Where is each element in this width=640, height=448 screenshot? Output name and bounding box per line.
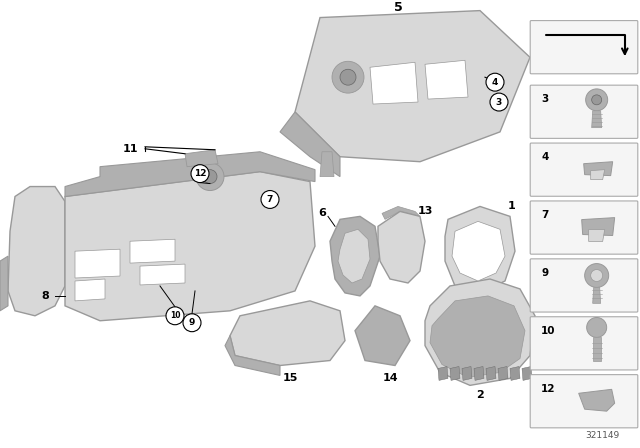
Polygon shape (486, 366, 496, 380)
Text: 3: 3 (496, 98, 502, 107)
Polygon shape (452, 221, 505, 281)
Polygon shape (370, 62, 418, 104)
Polygon shape (382, 207, 420, 220)
FancyBboxPatch shape (530, 21, 638, 74)
Polygon shape (425, 279, 535, 385)
FancyBboxPatch shape (530, 85, 638, 138)
Text: 9: 9 (541, 268, 548, 278)
Text: 4: 4 (541, 152, 548, 162)
Polygon shape (430, 296, 525, 377)
Circle shape (591, 270, 603, 281)
Polygon shape (378, 211, 425, 283)
FancyBboxPatch shape (530, 259, 638, 312)
Polygon shape (582, 218, 614, 236)
Polygon shape (589, 229, 605, 241)
Text: 15: 15 (282, 374, 298, 383)
Polygon shape (140, 264, 185, 285)
Text: 4: 4 (492, 78, 498, 86)
Circle shape (587, 318, 607, 337)
Polygon shape (522, 366, 532, 380)
Text: 321149: 321149 (586, 431, 620, 440)
Text: 10: 10 (170, 311, 180, 320)
Text: 14: 14 (382, 374, 398, 383)
Text: 5: 5 (394, 1, 403, 14)
Polygon shape (450, 366, 460, 380)
Circle shape (261, 190, 279, 208)
Polygon shape (130, 239, 175, 263)
Text: 9: 9 (189, 318, 195, 327)
Polygon shape (445, 207, 515, 293)
Text: 10: 10 (541, 326, 556, 336)
Polygon shape (462, 366, 472, 380)
Polygon shape (65, 152, 315, 197)
Text: 2: 2 (476, 390, 484, 401)
Text: 8: 8 (41, 291, 49, 301)
Polygon shape (230, 301, 345, 366)
Polygon shape (593, 288, 601, 303)
FancyBboxPatch shape (530, 375, 638, 428)
Circle shape (340, 69, 356, 85)
Polygon shape (8, 186, 65, 316)
Text: 1: 1 (508, 202, 516, 211)
Polygon shape (579, 389, 614, 411)
Polygon shape (330, 216, 380, 296)
Text: 7: 7 (267, 195, 273, 204)
Circle shape (183, 314, 201, 332)
Polygon shape (355, 306, 410, 366)
Circle shape (166, 307, 184, 325)
Polygon shape (474, 366, 484, 380)
Circle shape (586, 89, 607, 111)
Polygon shape (510, 366, 520, 380)
Circle shape (191, 165, 209, 183)
FancyBboxPatch shape (530, 317, 638, 370)
Text: 12: 12 (541, 383, 556, 394)
Text: 11: 11 (122, 144, 138, 154)
Polygon shape (0, 256, 8, 311)
Text: 3: 3 (541, 94, 548, 104)
Polygon shape (225, 336, 280, 375)
Polygon shape (320, 152, 334, 177)
Polygon shape (185, 150, 218, 167)
Polygon shape (593, 337, 601, 361)
Polygon shape (75, 279, 105, 301)
Text: 6: 6 (318, 208, 326, 218)
Polygon shape (591, 111, 602, 128)
Text: 12: 12 (194, 169, 206, 178)
Polygon shape (280, 112, 340, 177)
Polygon shape (65, 172, 315, 321)
Circle shape (486, 73, 504, 91)
Circle shape (203, 170, 217, 184)
Polygon shape (425, 60, 468, 99)
Text: 13: 13 (417, 207, 433, 216)
FancyBboxPatch shape (530, 201, 638, 254)
Text: 7: 7 (541, 210, 548, 220)
Polygon shape (591, 170, 605, 180)
Circle shape (196, 163, 224, 190)
Circle shape (490, 93, 508, 111)
Circle shape (332, 61, 364, 93)
Polygon shape (338, 229, 370, 283)
Circle shape (585, 263, 609, 288)
FancyBboxPatch shape (530, 143, 638, 196)
Polygon shape (295, 11, 530, 162)
Polygon shape (438, 366, 448, 380)
Polygon shape (498, 366, 508, 380)
Polygon shape (584, 162, 612, 176)
Polygon shape (75, 249, 120, 278)
Circle shape (591, 95, 602, 105)
